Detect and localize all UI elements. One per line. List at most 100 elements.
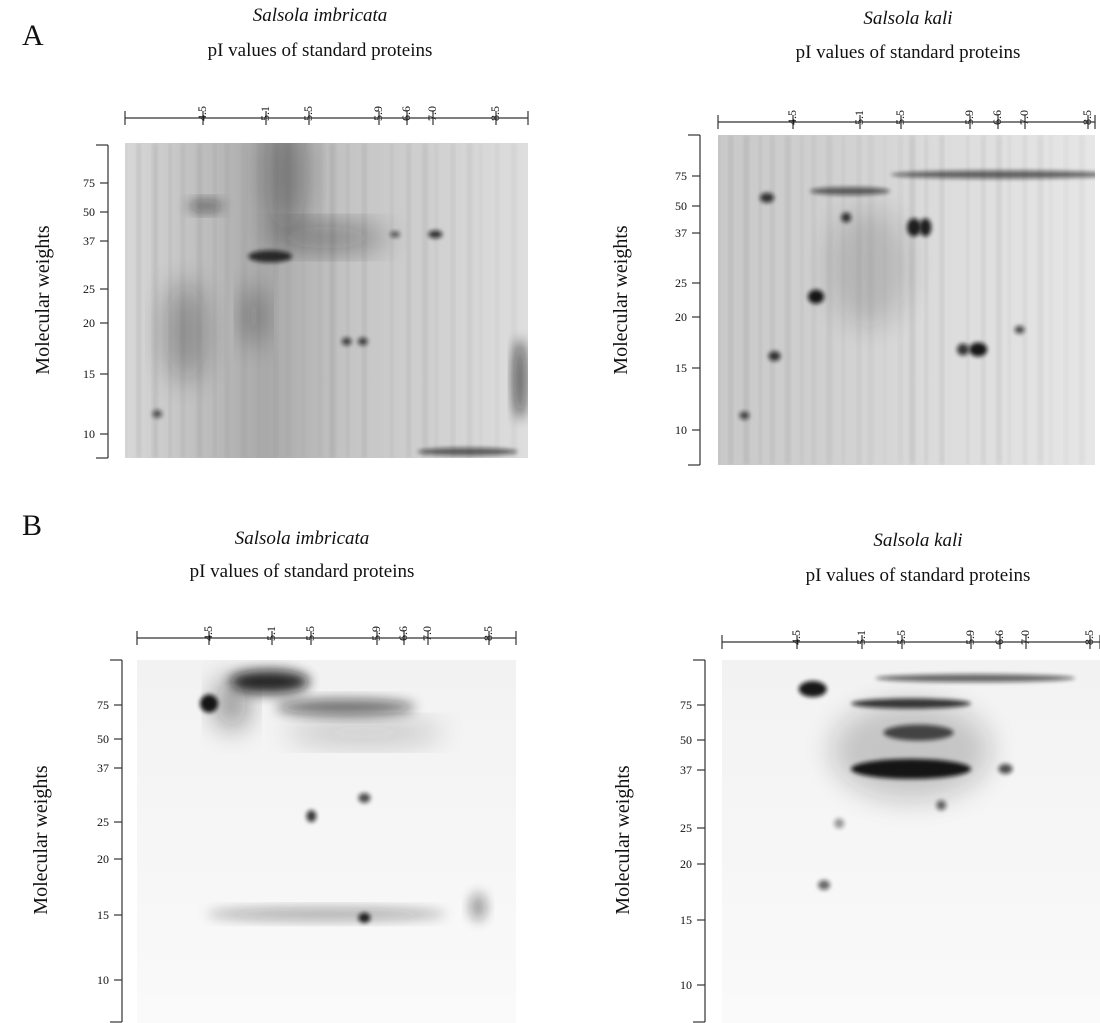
- gel-streak: [213, 143, 216, 458]
- gel-streak: [981, 135, 985, 465]
- y-tick-label: 10: [97, 973, 109, 987]
- y-axis-label: Molecular weights: [30, 765, 52, 915]
- gel-streak: [966, 135, 969, 465]
- y-axis-label: Molecular weights: [32, 225, 54, 375]
- gel-spot: [358, 792, 371, 803]
- gel-streak: [1038, 135, 1043, 465]
- panel-title: Salsola kali: [873, 530, 962, 551]
- gel-spot: [229, 669, 310, 694]
- panel-title: Salsola imbricata: [235, 528, 370, 549]
- gel-spot: [798, 681, 827, 698]
- x-tick-label: 7.0: [420, 626, 434, 641]
- x-tick-label: 5.5: [894, 630, 908, 645]
- gel-streak: [925, 135, 928, 465]
- x-tick-label: 5.9: [962, 110, 976, 125]
- gel-spot: [390, 231, 401, 238]
- panel: Salsola kali pI values of standard protei…: [610, 8, 1096, 466]
- gel-spot: [760, 192, 775, 203]
- gel-spot: [828, 207, 909, 327]
- x-tick-label: 5.1: [854, 630, 868, 645]
- x-tick-label: 5.5: [303, 626, 317, 641]
- y-tick-label: 15: [83, 367, 95, 381]
- y-tick-label: 50: [97, 732, 109, 746]
- gel-spot: [808, 289, 825, 304]
- panel-letter: A: [22, 19, 44, 52]
- gel-spot: [470, 892, 487, 921]
- gel-streak: [495, 143, 499, 458]
- y-tick-label: 25: [83, 282, 95, 296]
- y-axis-label: Molecular weights: [610, 225, 632, 375]
- gel-streak: [125, 143, 127, 458]
- gel-streak: [225, 143, 229, 458]
- panel-letter: B: [22, 509, 42, 542]
- x-tick-label: 6.6: [990, 110, 1004, 125]
- y-tick-label: 75: [680, 698, 692, 712]
- gel-spot: [831, 700, 991, 801]
- gel-spot: [809, 187, 890, 196]
- panel: Salsola imbricata pI values of standard p…: [32, 5, 529, 459]
- y-tick-label: 25: [675, 276, 687, 290]
- gel-streak: [274, 143, 278, 458]
- x-tick-label: 4.5: [201, 626, 215, 641]
- gel-streak: [800, 135, 803, 465]
- gel-streak: [346, 143, 349, 458]
- gel-spot: [739, 411, 750, 420]
- y-tick-label: 75: [97, 698, 109, 712]
- panel-title: Salsola kali: [863, 8, 952, 29]
- y-tick-label: 10: [680, 978, 692, 992]
- gel-streak: [718, 135, 720, 465]
- gel-spot: [165, 282, 206, 382]
- gel-background: [718, 135, 1095, 465]
- gel-spot: [818, 880, 831, 891]
- gel-image: [722, 660, 1100, 1023]
- gel-streak: [423, 143, 428, 458]
- gel-spot: [957, 343, 970, 356]
- gel-spot: [248, 250, 293, 263]
- y-tick-label: 20: [680, 857, 692, 871]
- gel-spot: [936, 800, 947, 811]
- y-tick-label: 37: [675, 226, 687, 240]
- x-tick-label: 4.5: [785, 110, 799, 125]
- gel-spot: [275, 699, 416, 716]
- panel-subtitle: pI values of standard proteins: [208, 40, 433, 61]
- gel-streak: [1008, 135, 1011, 465]
- y-tick-label: 20: [83, 316, 95, 330]
- gel-spot: [768, 351, 781, 362]
- gel-spot: [152, 409, 163, 418]
- gel-background: [137, 660, 516, 1023]
- gel-streak: [996, 135, 1001, 465]
- gel-streak: [1064, 135, 1068, 465]
- panel: Salsola kali pI values of standard protei…: [612, 530, 1100, 1023]
- gel-streak: [511, 143, 516, 458]
- panel-title: Salsola imbricata: [253, 5, 388, 26]
- x-tick-label: 7.0: [425, 106, 439, 121]
- gel-image: [137, 660, 516, 1023]
- gel-image: [125, 143, 528, 458]
- panel-subtitle: pI values of standard proteins: [796, 42, 1021, 63]
- gel-image: [718, 135, 1095, 465]
- x-tick-label: 5.5: [301, 106, 315, 121]
- gel-spot: [243, 286, 264, 347]
- y-axis-label: Molecular weights: [612, 765, 634, 915]
- gel-spot: [834, 818, 845, 829]
- x-tick-label: 4.5: [195, 106, 209, 121]
- x-tick-label: 8.5: [488, 106, 502, 121]
- gel-streak: [318, 143, 322, 458]
- gel-spot: [187, 200, 224, 212]
- gel-streak: [759, 135, 762, 465]
- gel-streak: [729, 135, 733, 465]
- x-tick-label: 5.9: [371, 106, 385, 121]
- gel-spot: [341, 337, 352, 346]
- y-tick-label: 75: [83, 176, 95, 190]
- panel-subtitle: pI values of standard proteins: [806, 565, 1031, 586]
- gel-spot: [266, 143, 307, 235]
- gel-spot: [216, 678, 247, 729]
- y-tick-label: 37: [97, 761, 109, 775]
- x-tick-label: 5.1: [264, 626, 278, 641]
- gel-streak: [390, 143, 393, 458]
- x-tick-label: 6.6: [992, 630, 1006, 645]
- gel-streak: [137, 143, 141, 458]
- gel-streak: [362, 143, 366, 458]
- x-tick-label: 5.5: [893, 110, 907, 125]
